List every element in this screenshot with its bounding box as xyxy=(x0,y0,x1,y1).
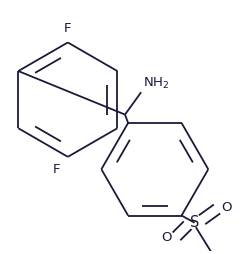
Text: O: O xyxy=(222,201,232,214)
Text: F: F xyxy=(64,22,72,35)
Text: F: F xyxy=(53,163,60,176)
Text: O: O xyxy=(161,231,172,244)
Text: S: S xyxy=(190,215,199,230)
Text: NH$_2$: NH$_2$ xyxy=(143,76,170,91)
